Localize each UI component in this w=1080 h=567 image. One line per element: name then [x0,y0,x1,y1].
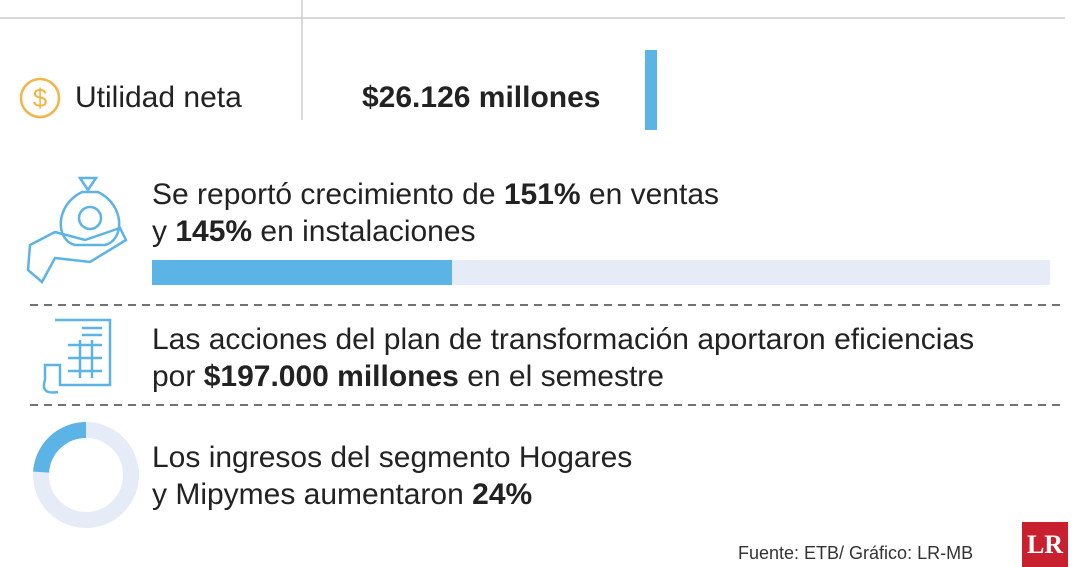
text: Las acciones del plan de transformación … [152,323,975,356]
net-income-label: Utilidad neta [75,81,242,114]
highlight: $197.000 millones [203,360,459,393]
text: por [152,360,204,393]
text: en ventas [580,178,720,211]
text-line: y Mipymes aumentaron 24% [152,477,532,513]
text-line: Las acciones del plan de transformación … [152,322,974,358]
donut-segment [33,422,87,474]
text-line: Se reportó crecimiento de 151% en ventas [152,177,719,213]
text: en el semestre [458,360,664,393]
text: en instalaciones [252,215,476,248]
text: Se reportó crecimiento de [152,178,504,211]
net-income-value: $26.126 millones [362,81,601,114]
highlight: 24% [472,478,533,511]
text: Los ingresos del segmento Hogares [152,441,633,474]
text-line: y 145% en instalaciones [152,214,476,250]
logo: LR [1022,522,1068,567]
accent-bar [645,50,657,130]
document-icon [42,318,112,394]
dollar-icon: $ [33,83,48,113]
dollar-icon [19,77,61,119]
source: Fuente: ETB/ Gráfico: LR-MB [738,543,974,563]
highlight: 151% [503,178,581,211]
money-bag-icon [26,176,128,284]
text: y [152,215,176,248]
highlight: 145% [175,215,253,248]
text-line: por $197.000 millones en el semestre [152,359,664,395]
progress-fill [152,260,452,285]
text-line: Los ingresos del segmento Hogares [152,440,632,476]
text: y Mipymes aumentaron [152,478,473,511]
